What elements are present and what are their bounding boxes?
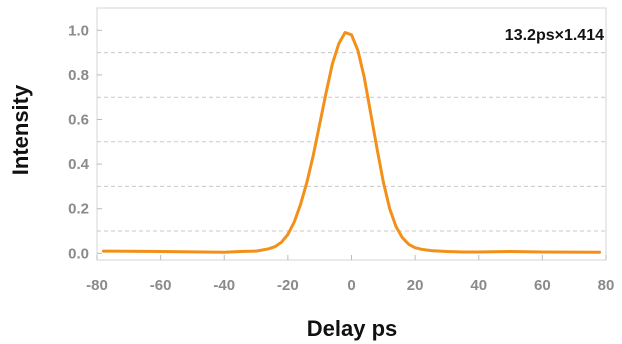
x-tick-label: 80	[598, 277, 615, 294]
grid-lines	[97, 52, 606, 232]
y-axis-title: Intensity	[8, 84, 33, 175]
y-ticks: 0.0 0.2 0.4 0.6 0.8 1.0	[68, 22, 102, 262]
x-ticks: -80 -60 -40 -20 0 20 40 60 80	[86, 255, 614, 294]
x-tick-label: 60	[534, 277, 551, 294]
x-axis-title: Delay ps	[307, 316, 398, 341]
y-tick-label: 0.8	[68, 67, 89, 84]
series-line	[101, 31, 602, 254]
x-tick-label: -40	[213, 277, 235, 294]
x-tick-label: 40	[470, 277, 487, 294]
y-tick-label: 0.2	[68, 201, 89, 218]
x-tick-label: 20	[407, 277, 424, 294]
y-tick-label: 0.6	[68, 112, 89, 129]
annotation-label: 13.2ps×1.414	[505, 27, 604, 44]
y-tick-label: 0.4	[68, 156, 90, 173]
y-tick-label: 0.0	[68, 245, 89, 262]
x-tick-label: 0	[347, 277, 355, 294]
x-tick-label: -80	[86, 277, 108, 294]
x-tick-label: -20	[277, 277, 299, 294]
plot-frame	[96, 7, 607, 261]
y-tick-label: 1.0	[68, 22, 89, 39]
x-tick-label: -60	[150, 277, 172, 294]
